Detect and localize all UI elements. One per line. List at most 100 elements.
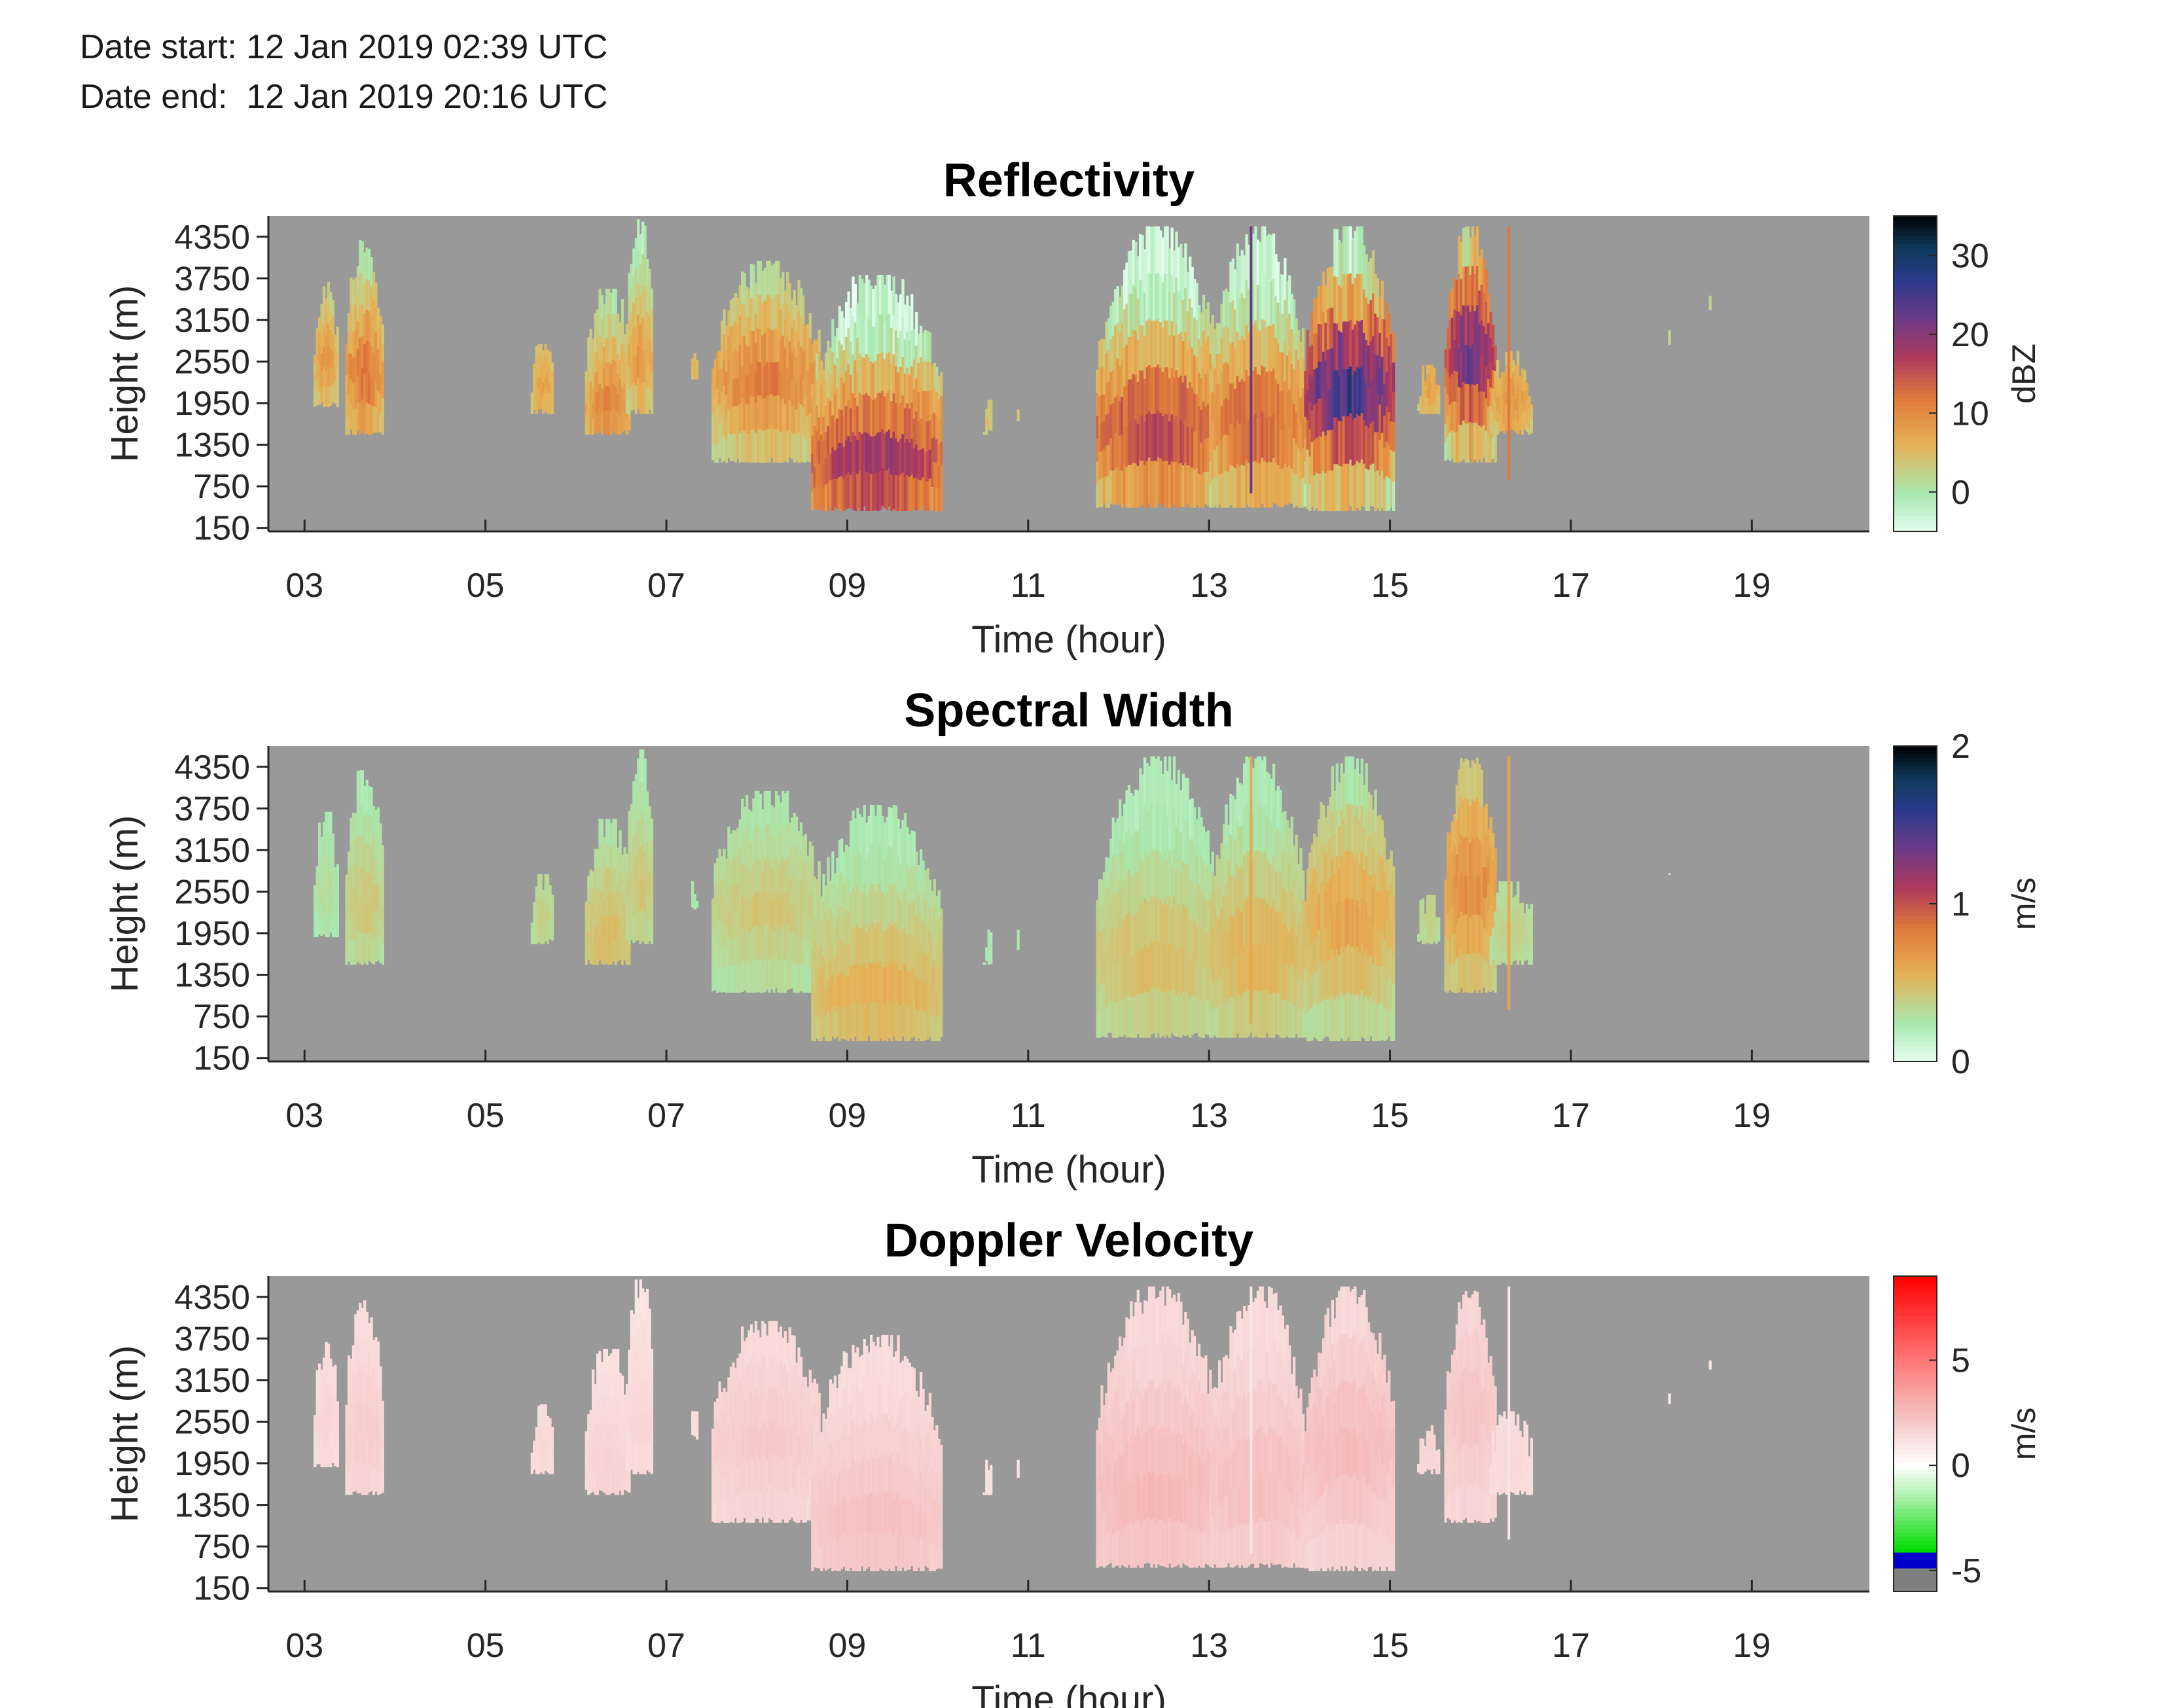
heatmap-cell: [747, 317, 751, 347]
heatmap-cell: [350, 1358, 353, 1382]
heatmap-cell: [1202, 1002, 1206, 1038]
heatmap-cell: [1528, 402, 1531, 410]
heatmap-cell: [729, 912, 733, 940]
heatmap-cell: [641, 749, 645, 782]
heatmap-cell: [883, 859, 886, 896]
heatmap-cell: [1218, 474, 1221, 505]
heatmap-cell: [1274, 420, 1278, 463]
heatmap-cell: [990, 399, 993, 406]
heatmap-cell: [1517, 378, 1520, 393]
heatmap-cell: [1211, 391, 1214, 421]
heatmap-cell: [1369, 955, 1373, 997]
heatmap-cell: [1098, 340, 1102, 369]
heatmap-cell: [1344, 946, 1348, 994]
heatmap-cell: [1494, 896, 1497, 921]
heatmap-cell: [327, 365, 331, 387]
heatmap-cell: [1265, 989, 1269, 1034]
heatmap-cell: [585, 1450, 588, 1461]
heatmap-cell: [1525, 391, 1529, 400]
heatmap-cell: [695, 376, 699, 380]
heatmap-cell: [1376, 965, 1380, 1004]
colorbar-step: [1894, 990, 1937, 995]
heatmap-cell: [315, 925, 319, 938]
heatmap-cell: [1204, 999, 1208, 1035]
heatmap-cell: [915, 378, 918, 412]
heatmap-cell: [1464, 952, 1467, 992]
colorbar-step: [1894, 491, 1937, 497]
heatmap-cell: [1351, 898, 1355, 947]
heatmap-cell: [537, 1417, 541, 1429]
heatmap-cell: [1121, 999, 1124, 1037]
heatmap-cell: [1227, 291, 1231, 329]
heatmap-cell: [361, 834, 364, 868]
heatmap-cell: [609, 847, 613, 871]
heatmap-cell: [650, 393, 654, 414]
heatmap-cell: [985, 952, 988, 955]
heatmap-cell: [1358, 226, 1361, 274]
heatmap-cell: [1206, 864, 1210, 900]
heatmap-cell: [1175, 231, 1178, 278]
heatmap-cell: [1376, 431, 1380, 471]
heatmap-cell: [1473, 801, 1477, 840]
heatmap-cell: [822, 982, 825, 1010]
heatmap-cell: [1485, 333, 1488, 366]
heatmap-cell: [804, 370, 808, 395]
heatmap-cell: [1424, 380, 1427, 387]
heatmap-cell: [1272, 900, 1276, 947]
heatmap-cell: [779, 339, 783, 371]
heatmap-cell: [1200, 890, 1203, 928]
heatmap-cell: [723, 435, 726, 461]
heatmap-cell: [791, 405, 794, 433]
heatmap-cell: [1195, 357, 1198, 395]
heatmap-cell: [833, 983, 837, 1012]
heatmap-cell: [919, 387, 923, 419]
heatmap-cell: [1494, 872, 1497, 897]
heatmap-cell: [818, 393, 821, 418]
heatmap-cell: [1288, 862, 1291, 898]
heatmap-cell: [1455, 853, 1459, 889]
heatmap-cell: [1100, 450, 1104, 480]
heatmap-cell: [1123, 880, 1126, 920]
heatmap-cell: [1500, 934, 1504, 950]
heatmap-cell: [1164, 943, 1167, 991]
heatmap-cell: [370, 1346, 373, 1376]
heatmap-cell: [729, 886, 733, 914]
heatmap-cell: [926, 925, 929, 954]
heatmap-cell: [589, 329, 592, 347]
heatmap-cell: [1197, 921, 1201, 961]
heatmap-cell: [1159, 898, 1162, 946]
heatmap-cell: [749, 932, 753, 963]
heatmap-cell: [915, 345, 918, 379]
heatmap-cell: [1354, 904, 1357, 951]
heatmap-cell: [1498, 895, 1502, 910]
heatmap-cell: [1494, 920, 1497, 930]
heatmap-cell: [1274, 993, 1278, 1035]
heatmap-cell: [546, 349, 550, 361]
heatmap-cell: [331, 384, 334, 402]
heatmap-cell: [1152, 894, 1156, 942]
heatmap-cell: [585, 1441, 588, 1451]
heatmap-cell: [1519, 376, 1522, 386]
heatmap-cell: [1105, 352, 1108, 384]
heatmap-cell: [628, 921, 631, 944]
heatmap-cell: [883, 359, 886, 397]
colorbar-step: [1894, 326, 1937, 331]
heatmap-cell: [1489, 962, 1492, 992]
heatmap-cell: [1243, 946, 1246, 992]
heatmap-cell: [888, 922, 891, 961]
heatmap-cell: [1105, 445, 1108, 477]
heatmap-cell: [1489, 311, 1492, 338]
heatmap-cell: [813, 914, 816, 940]
heatmap-cell: [1430, 935, 1434, 944]
heatmap-cell: [779, 802, 783, 835]
heatmap-cell: [621, 855, 624, 874]
heatmap-cell: [940, 488, 943, 512]
heatmap-cell: [894, 366, 898, 403]
heatmap-cell: [852, 849, 855, 888]
heatmap-cell: [368, 902, 371, 932]
heatmap-cell: [1234, 467, 1237, 508]
heatmap-cell: [1492, 325, 1495, 348]
heatmap-cell: [838, 442, 841, 477]
heatmap-cell: [1281, 812, 1285, 851]
heatmap-cell: [990, 404, 993, 411]
